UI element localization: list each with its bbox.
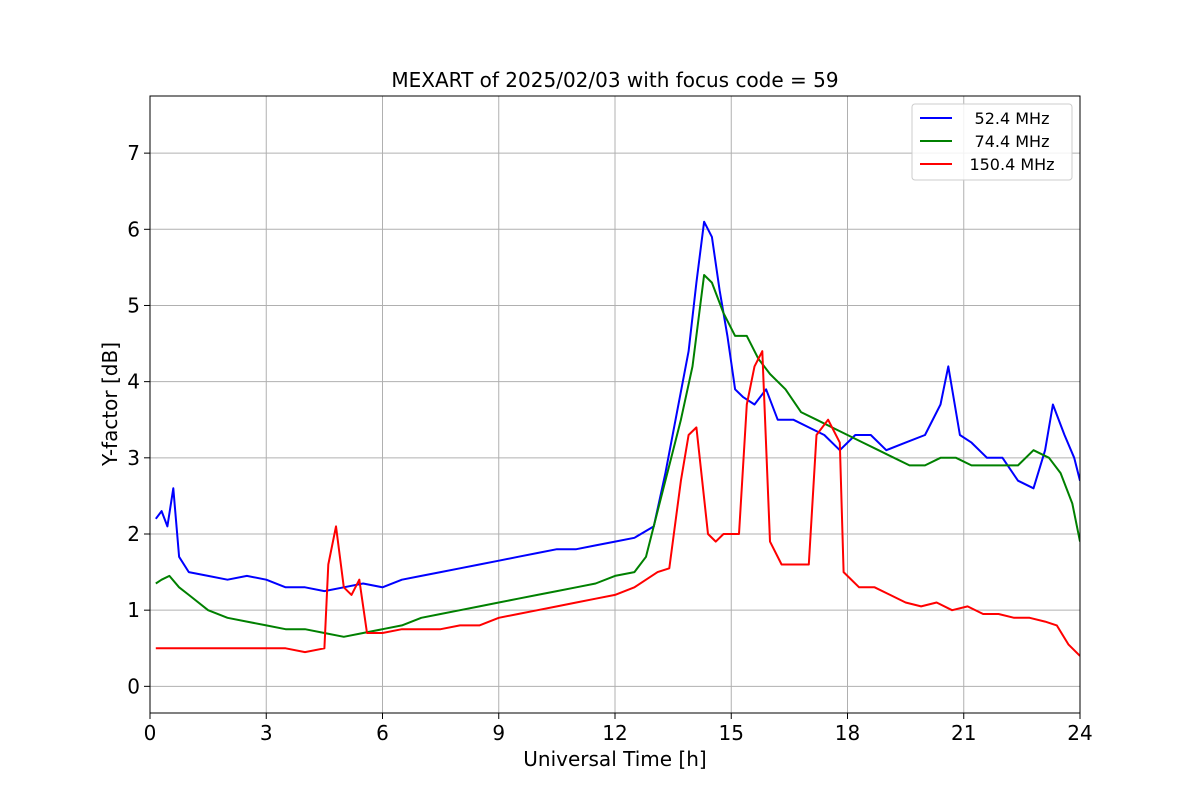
x-axis-label: Universal Time [h] xyxy=(523,747,706,771)
x-tick-label: 3 xyxy=(260,721,273,745)
chart-title: MEXART of 2025/02/03 with focus code = 5… xyxy=(391,68,838,92)
legend-box xyxy=(911,103,1073,181)
plot-area xyxy=(155,220,1080,657)
legend-label: 52.4 MHz xyxy=(975,109,1050,128)
x-tick-label: 24 xyxy=(1067,721,1092,745)
x-tick-label: 18 xyxy=(835,721,860,745)
y-tick-label: 3 xyxy=(127,446,140,470)
x-tick-label: 21 xyxy=(951,721,976,745)
y-tick-label: 5 xyxy=(127,293,140,317)
y-tick-label: 1 xyxy=(127,598,140,622)
series-line-1 xyxy=(155,274,1080,638)
legend-label: 150.4 MHz xyxy=(969,155,1054,174)
y-tick-label: 7 xyxy=(127,141,140,165)
series-line-0 xyxy=(155,220,1080,593)
y-tick-label: 0 xyxy=(127,674,140,698)
legend: 52.4 MHz 74.4 MHz 150.4 MHz xyxy=(911,103,1073,181)
x-tick-label: 9 xyxy=(492,721,505,745)
x-tick-label: 12 xyxy=(602,721,627,745)
y-tick-label: 4 xyxy=(127,370,140,394)
x-tick-label: 6 xyxy=(376,721,389,745)
legend-label: 74.4 MHz xyxy=(975,132,1050,151)
y-tick-label: 6 xyxy=(127,217,140,241)
y-axis-label: Y-factor [dB] xyxy=(98,342,122,467)
y-tick-label: 2 xyxy=(127,522,140,546)
x-tick-label: 0 xyxy=(144,721,157,745)
x-tick-label: 15 xyxy=(719,721,744,745)
series-line-2 xyxy=(155,350,1080,657)
